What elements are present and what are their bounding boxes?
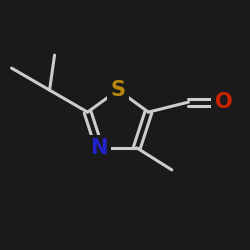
Text: N: N [90,138,108,158]
Text: O: O [214,92,232,112]
Text: S: S [110,80,126,100]
